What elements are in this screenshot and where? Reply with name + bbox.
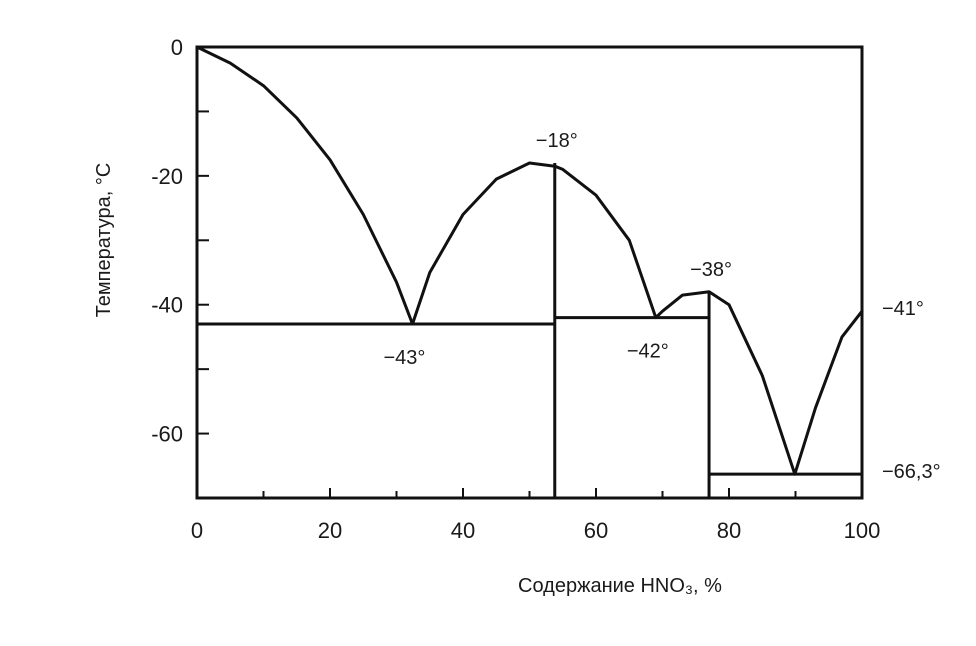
curve-point: [681, 294, 683, 296]
x-tick-label: 80: [717, 518, 741, 543]
curve-point: [814, 407, 816, 409]
point-annotation: −41°: [882, 298, 924, 320]
curve-point: [263, 85, 264, 87]
curve-point: [841, 336, 843, 338]
y-tick-label: -40: [151, 293, 183, 318]
curve-point: [529, 162, 530, 164]
curve-point: [708, 291, 710, 293]
x-tick-label: 40: [451, 518, 475, 543]
x-tick-label: 20: [318, 518, 342, 543]
curve-point: [495, 178, 497, 180]
curve-point: [396, 281, 397, 283]
curve-point: [296, 117, 298, 119]
curve-point: [628, 239, 630, 241]
x-tick-label: 60: [584, 518, 608, 543]
curve-point: [655, 317, 657, 319]
x-axis-title: Содержание HNO₃, %: [518, 575, 722, 597]
curve-point: [196, 46, 198, 48]
curve-point: [229, 62, 231, 64]
y-tick-label: -60: [151, 422, 183, 447]
point-annotation: −43°: [383, 347, 425, 369]
x-tick-label: 0: [191, 518, 203, 543]
curve-point: [411, 323, 413, 325]
plot-frame: [195, 45, 864, 500]
curve-point: [662, 310, 663, 312]
curve-point: [562, 168, 564, 170]
point-annotation: −66,3°: [882, 461, 941, 483]
curve-point: [861, 310, 863, 312]
point-annotation: −38°: [690, 259, 732, 281]
curve-point: [429, 272, 431, 273]
y-tick-label: -20: [151, 164, 183, 189]
curve-point: [329, 159, 331, 161]
curve-point: [761, 375, 763, 377]
point-annotation: −18°: [536, 130, 578, 152]
y-axis-title: Температура, °C: [93, 163, 115, 318]
curve-point: [794, 473, 796, 475]
curve-point: [362, 214, 364, 216]
curve-point: [462, 214, 464, 216]
curve-point: [728, 304, 730, 306]
y-tick-label: 0: [171, 35, 183, 60]
x-tick-label: 100: [844, 518, 881, 543]
point-annotation: −42°: [627, 341, 669, 363]
liquidus-curve: [195, 45, 864, 476]
curve-point: [595, 194, 597, 196]
curve-point: [554, 165, 556, 167]
